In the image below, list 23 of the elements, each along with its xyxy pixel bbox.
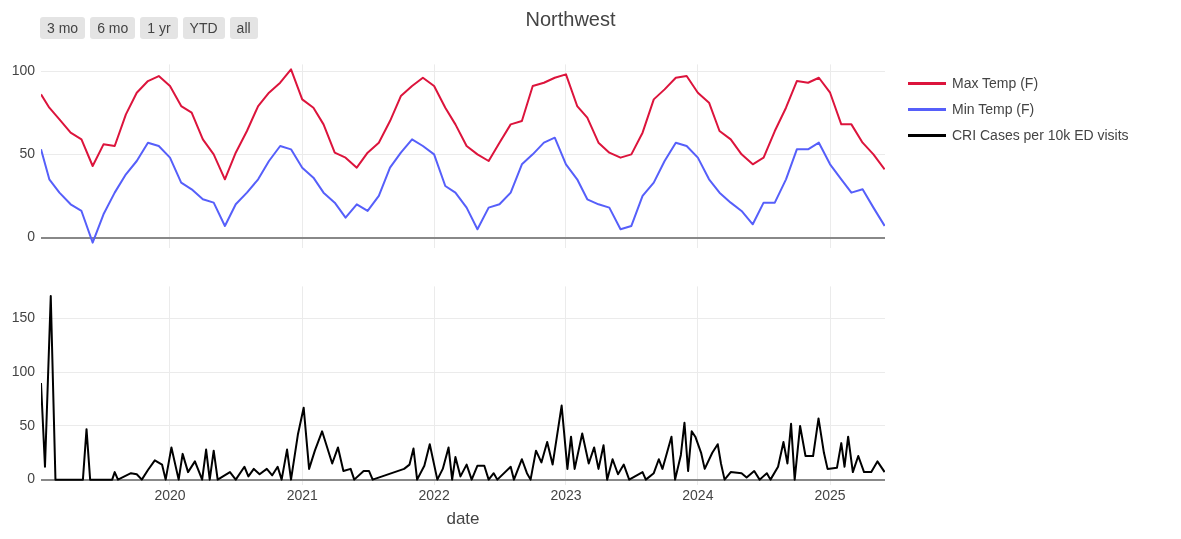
y-tick-label: 150 bbox=[11, 309, 36, 326]
text: 6 mo bbox=[90, 17, 136, 39]
x-axis-title: date bbox=[446, 509, 480, 529]
legend-label: Max Temp (F) bbox=[952, 75, 1039, 91]
chart-title: Northwest bbox=[525, 8, 616, 30]
y-tick-label: 50 bbox=[19, 145, 36, 162]
text: 1 yr bbox=[140, 17, 178, 39]
x-tick-label: 2025 bbox=[814, 487, 846, 504]
y-tick-label: 0 bbox=[27, 228, 36, 245]
x-tick-label: 2021 bbox=[286, 487, 318, 504]
x-tick-label: 2022 bbox=[418, 487, 450, 504]
x-tick-label: 2023 bbox=[550, 487, 582, 504]
y-tick-label: 50 bbox=[19, 416, 36, 433]
x-tick-label: 2024 bbox=[682, 487, 714, 504]
legend-label: Min Temp (F) bbox=[952, 101, 1035, 117]
legend-label: CRI Cases per 10k ED visits bbox=[952, 127, 1129, 143]
text: 3 mo bbox=[40, 17, 86, 39]
x-tick-label: 2020 bbox=[154, 487, 186, 504]
text: all bbox=[229, 17, 258, 39]
y-tick-label: 100 bbox=[11, 61, 36, 78]
y-tick-label: 0 bbox=[27, 470, 36, 487]
text: YTD bbox=[182, 17, 225, 39]
y-tick-label: 100 bbox=[11, 363, 36, 380]
